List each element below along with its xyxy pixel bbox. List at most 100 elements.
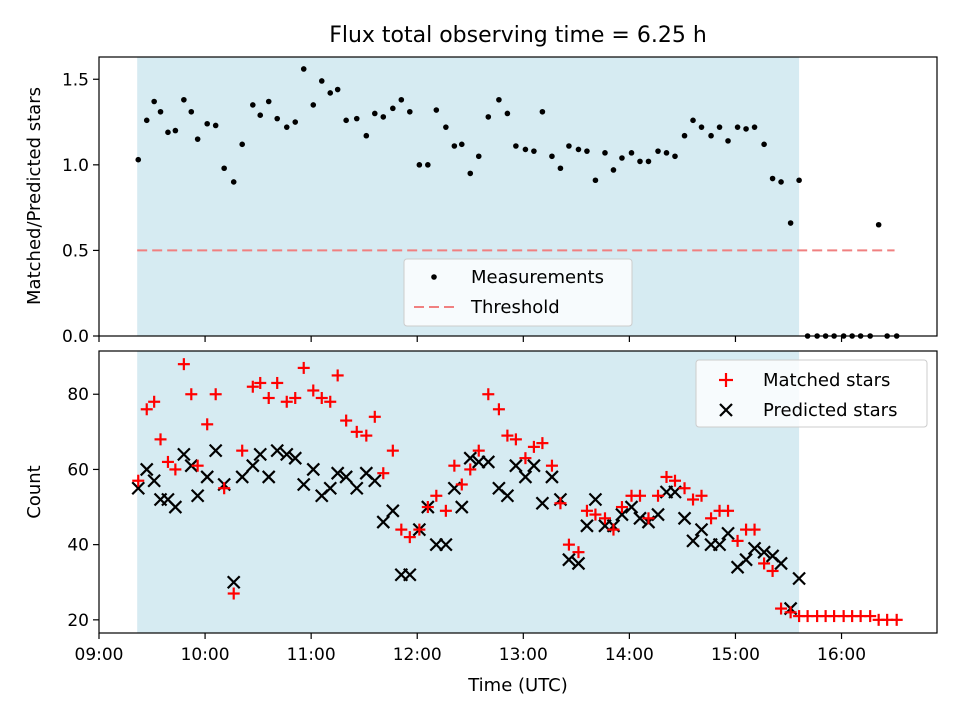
measurement-point (769, 175, 776, 182)
predicted-star-point (633, 511, 647, 526)
matched-star-point (140, 403, 153, 416)
predicted-star-point (545, 470, 559, 484)
predicted-star-point (694, 522, 709, 537)
predicted-star-point (500, 488, 515, 503)
y-tick-label: 60 (67, 460, 89, 480)
matched-star-point (492, 403, 505, 416)
measurement-point (204, 120, 210, 127)
matched-star-point (448, 459, 461, 472)
predicted-star-point (279, 447, 294, 462)
measurement-point (557, 165, 564, 172)
measurement-point (778, 179, 784, 185)
predicted-star-point (463, 451, 478, 465)
top-panel: 0.0 0.5 1.0 1.5 Matched/Predicted stars Mea… (24, 56, 938, 347)
matched-star-point (554, 497, 567, 510)
matched-star-point (642, 512, 655, 525)
measurement-point (151, 98, 157, 105)
chart-title: Flux total observing time = 6.25 h (329, 23, 707, 48)
measurement-point (371, 110, 378, 117)
measurement-point (416, 162, 423, 168)
measurement-point (637, 158, 643, 165)
predicted-star-point (246, 458, 260, 473)
matched-star-point (307, 384, 320, 397)
measurement-point (443, 124, 449, 130)
matched-star-point (191, 459, 204, 472)
measurement-point (539, 108, 546, 115)
x-tick-label: 16:00 (817, 645, 866, 665)
measurement-point (318, 78, 325, 84)
measurement-point (353, 115, 360, 122)
predicted-star-point (349, 481, 364, 496)
matched-star-point (289, 392, 302, 404)
predicted-star-point (235, 470, 249, 484)
top-x-axis (98, 336, 843, 342)
measurement-point (283, 124, 290, 130)
matched-star-point (687, 493, 700, 506)
measurement-point (327, 90, 334, 96)
measurement-point (655, 148, 661, 154)
measurement-point (451, 143, 458, 149)
x-tick-label: 14:00 (605, 645, 654, 665)
measurement-point (681, 132, 688, 139)
matched-star-point (536, 437, 549, 450)
predicted-star-point (527, 458, 541, 473)
matched-star-point (209, 388, 222, 401)
top-y-axis-label: Matched/Predicted stars (24, 87, 45, 305)
matched-star-point (403, 531, 416, 544)
x-tick-label: 11:00 (287, 645, 336, 665)
matched-star-point (472, 444, 485, 457)
matched-star-point (864, 610, 877, 623)
matched-star-point (271, 376, 284, 389)
measurement-point (257, 112, 264, 118)
measurement-point (172, 127, 179, 134)
top-legend: Measurements Threshold (403, 258, 633, 327)
measurement-point (300, 66, 307, 72)
measurement-point (619, 155, 625, 161)
matched-star-point (455, 478, 468, 491)
predicted-star-point (774, 556, 788, 571)
y-tick-label: 0.0 (62, 327, 89, 347)
bottom-legend-box (695, 359, 928, 428)
measurement-point (522, 146, 529, 153)
measurement-point (334, 86, 341, 93)
predicted-star-point (757, 545, 771, 559)
matched-star-point (722, 504, 735, 517)
predicted-star-point (131, 481, 146, 496)
predicted-star-point (190, 488, 205, 503)
measurement-point (531, 148, 537, 154)
bottom-legend: Matched stars Predicted stars (695, 359, 928, 428)
matched-star-point (545, 459, 558, 472)
matched-star-point (262, 392, 275, 404)
measurement-point (751, 124, 758, 130)
measurement-point (212, 122, 219, 129)
predicted-star-point (439, 537, 453, 552)
predicted-star-point (739, 552, 753, 567)
matched-star-point (421, 501, 434, 514)
matched-star-point (227, 587, 240, 600)
matched-star-point (890, 613, 903, 626)
matched-star-point (758, 557, 771, 570)
matched-star-point (705, 512, 718, 525)
measurement-point (796, 177, 802, 184)
matched-star-point (668, 474, 681, 487)
measurement-point (458, 141, 465, 148)
measurement-point (380, 114, 387, 120)
predicted-star-point (168, 500, 183, 514)
measurement-point (743, 126, 749, 132)
matched-star-point (519, 452, 532, 465)
matched-star-point (509, 433, 522, 446)
predicted-star-point (376, 515, 391, 529)
predicted-star-point (686, 534, 700, 548)
matched-star-point (527, 440, 540, 453)
predicted-star-point (139, 462, 154, 477)
top-y-axis: 0.0 0.5 1.0 1.5 (62, 70, 99, 347)
predicted-star-point (386, 504, 400, 518)
matched-star-point (132, 474, 145, 487)
matched-star-point (775, 602, 788, 615)
x-tick-label: 13:00 (499, 645, 548, 665)
matched-star-point (633, 489, 646, 502)
predicted-star-point (580, 519, 594, 533)
matched-star-point (161, 455, 174, 468)
matched-star-point (589, 508, 602, 521)
measurement-point (230, 179, 237, 185)
